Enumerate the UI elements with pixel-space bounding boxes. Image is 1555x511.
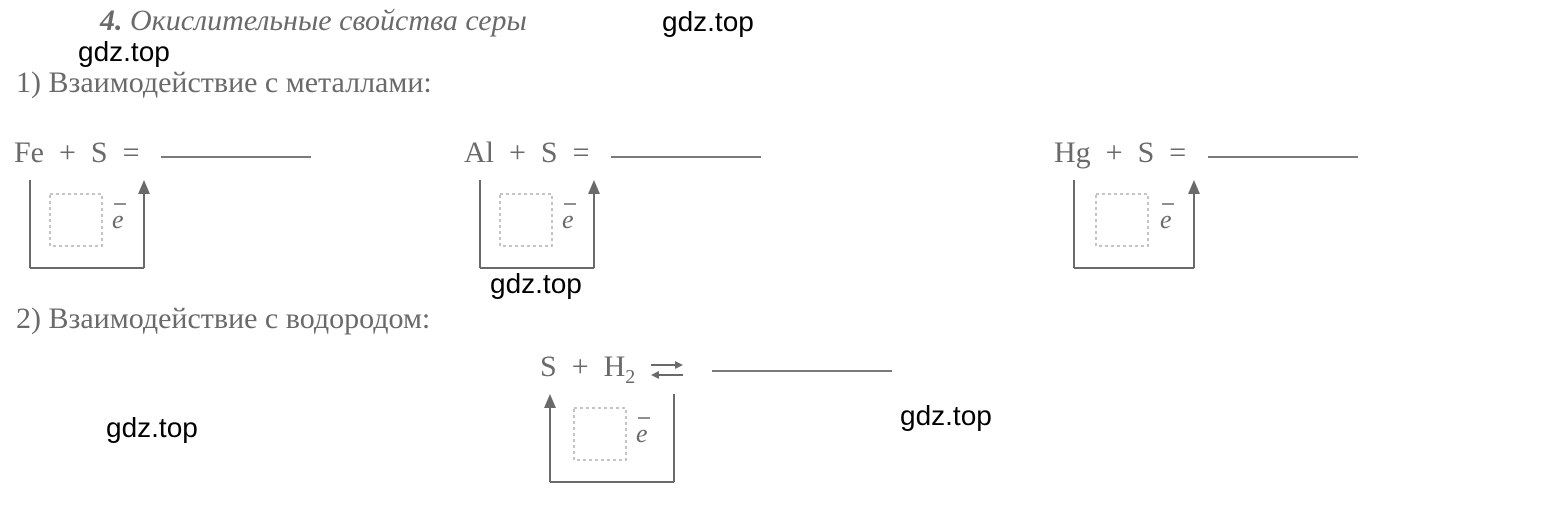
subscript: 2 xyxy=(625,366,635,388)
watermark-2: gdz.top xyxy=(78,36,170,68)
answer-blank xyxy=(611,152,761,158)
reactant-a: Hg xyxy=(1054,136,1091,169)
answer-blank xyxy=(161,152,311,158)
heading-text: Окислительные свойства серы xyxy=(130,4,527,37)
section-heading: 4. Окислительные свойства серы xyxy=(100,4,527,38)
watermark-1: gdz.top xyxy=(662,6,754,38)
equation-2-formula: Al + S = xyxy=(464,136,761,170)
reactant-b: S xyxy=(91,136,108,169)
equation-4: S + H2 e xyxy=(540,350,892,389)
equation-row: Fe + S = e Al xyxy=(14,136,1514,276)
equation-4-formula: S + H2 xyxy=(540,350,892,389)
reactant-a: Al xyxy=(464,136,494,169)
reactant-a: S xyxy=(540,350,557,383)
electron-transfer-diagram: e xyxy=(1054,180,1244,280)
equation-1: Fe + S = e xyxy=(14,136,311,170)
reactant-b: S xyxy=(1138,136,1155,169)
equals-sign: = xyxy=(1169,136,1186,169)
e-label: e xyxy=(562,205,574,234)
plus-sign: + xyxy=(509,136,526,169)
watermark-5: gdz.top xyxy=(900,400,992,432)
equals-sign: = xyxy=(573,136,590,169)
e-label: e xyxy=(636,419,648,448)
reactant-b: H xyxy=(604,350,626,383)
electron-transfer-diagram: e xyxy=(14,180,194,280)
plus-sign: + xyxy=(572,350,589,383)
answer-blank xyxy=(712,366,892,372)
electron-transfer-diagram: e xyxy=(540,394,720,494)
equation-1-formula: Fe + S = xyxy=(14,136,311,170)
subsection-2-label: 2) Взаимодействие с водородом: xyxy=(16,302,430,336)
reversible-arrows-icon xyxy=(649,357,685,381)
reactant-b: S xyxy=(541,136,558,169)
watermark-4: gdz.top xyxy=(106,412,198,444)
reactant-a: Fe xyxy=(14,136,44,169)
plus-sign: + xyxy=(1106,136,1123,169)
plus-sign: + xyxy=(59,136,76,169)
electron-transfer-diagram: e xyxy=(464,180,644,280)
e-label: e xyxy=(112,205,124,234)
equation-3: Hg + S = e xyxy=(1054,136,1358,170)
e-label: e xyxy=(1160,205,1172,234)
answer-blank xyxy=(1208,152,1358,158)
equation-2: Al + S = e xyxy=(464,136,761,170)
heading-number: 4. xyxy=(100,4,123,37)
equation-3-formula: Hg + S = xyxy=(1054,136,1358,170)
equals-sign: = xyxy=(123,136,140,169)
subsection-1-label: 1) Взаимодействие с металлами: xyxy=(16,66,432,100)
